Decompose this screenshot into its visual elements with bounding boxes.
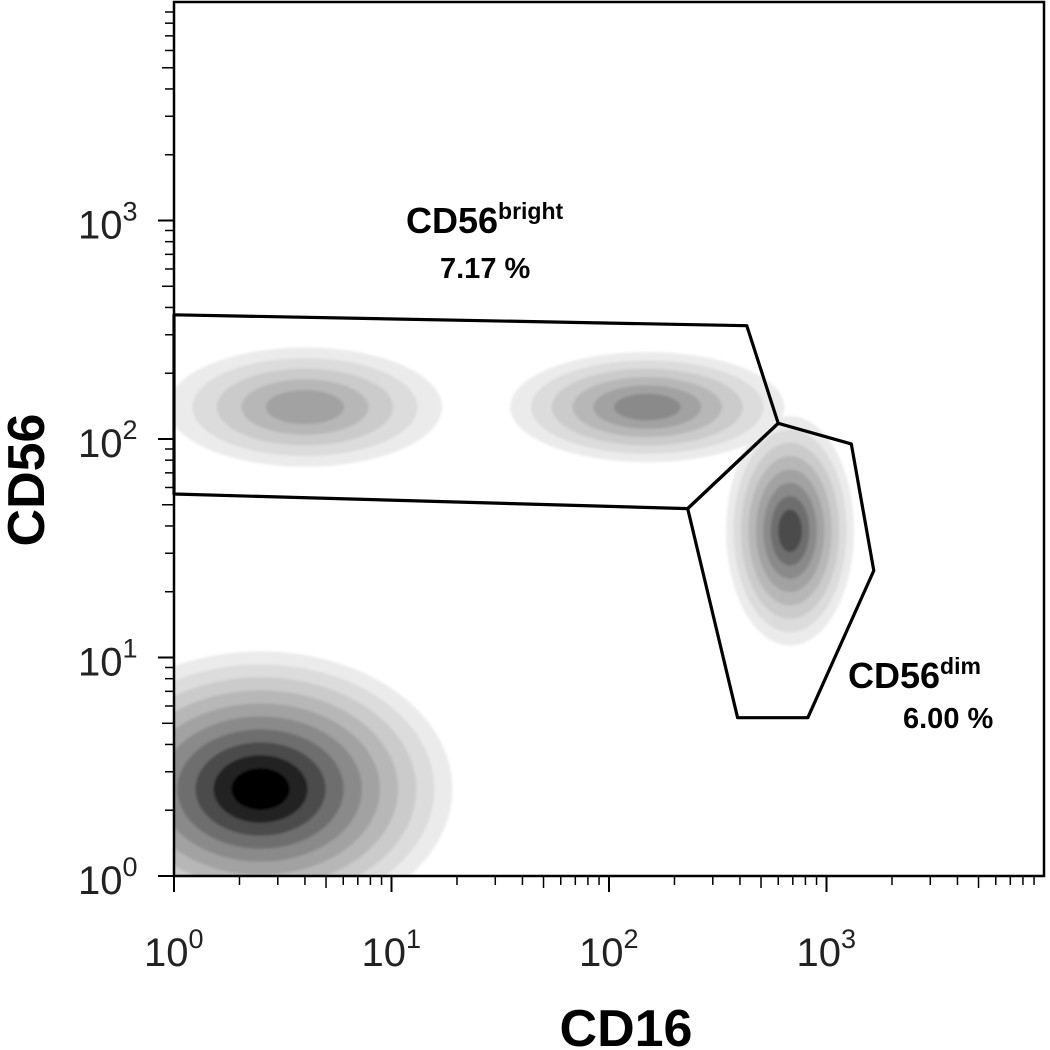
- density-population: [726, 416, 855, 646]
- density-population: [174, 651, 453, 876]
- density-population: [174, 347, 442, 467]
- y-axis-title: CD56: [0, 414, 56, 547]
- axis-ticks: [158, 11, 1035, 892]
- y-tick-label: 103: [78, 197, 138, 248]
- density-contours: [174, 347, 855, 876]
- x-tick-label: 101: [362, 924, 422, 975]
- axis-tick-labels: 100 101 102 103 100 101 102 103: [78, 197, 856, 976]
- gate-labels: CD56bright 7.17 % CD56dim 6.00 %: [406, 198, 993, 735]
- y-tick-label: 100: [78, 852, 138, 903]
- x-tick-label: 103: [797, 924, 857, 975]
- gate-label-cd56-dim: CD56dim: [848, 653, 981, 696]
- density-contour: [614, 393, 681, 421]
- x-tick-label: 100: [144, 924, 204, 975]
- gate-percent-cd56-dim: 6.00 %: [903, 703, 993, 735]
- density-population: [510, 352, 785, 463]
- density-contour: [231, 768, 290, 810]
- gate-cd56-dim: [686, 421, 876, 720]
- gate-percent-cd56-bright: 7.17 %: [440, 253, 530, 285]
- y-tick-label: 101: [78, 634, 138, 685]
- density-contour: [265, 390, 345, 425]
- x-tick-label: 102: [579, 924, 639, 975]
- x-axis-title: CD16: [560, 1000, 693, 1050]
- y-tick-label: 102: [78, 415, 138, 466]
- gate-label-cd56-bright: CD56bright: [406, 198, 564, 241]
- density-contour: [778, 509, 802, 553]
